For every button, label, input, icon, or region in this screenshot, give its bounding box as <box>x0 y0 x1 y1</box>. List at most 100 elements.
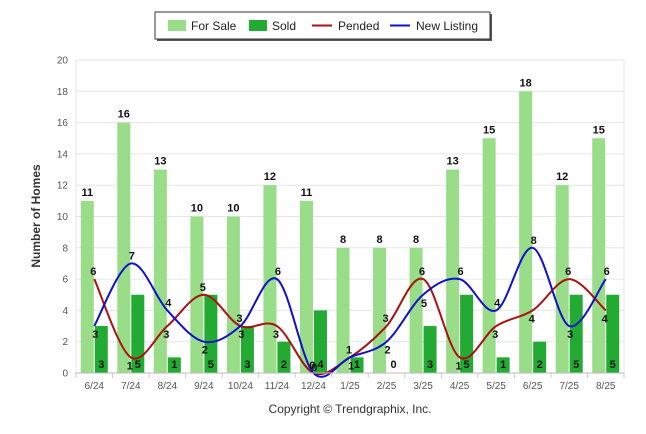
bar-label-sold: 2 <box>537 359 543 371</box>
grid <box>75 59 625 374</box>
bar-for-sale <box>482 138 496 373</box>
bar-for-sale <box>299 200 313 373</box>
x-tick-label: 8/25 <box>596 381 616 392</box>
line-label-new-listing: 1 <box>348 360 354 372</box>
x-tick-label: 7/25 <box>559 381 579 392</box>
line-label-pended: 1 <box>456 360 462 372</box>
lines <box>93 246 607 378</box>
bar-sold <box>240 326 254 373</box>
line-label-pended: 0 <box>309 360 315 372</box>
legend-label-for-sale: For Sale <box>191 19 237 33</box>
x-tick-label: 5/25 <box>486 381 506 392</box>
line-label-new-listing: 7 <box>129 250 135 262</box>
bar-for-sale <box>80 200 94 373</box>
bar-label-sold: 3 <box>244 359 250 371</box>
bar-label-for-sale: 11 <box>301 187 313 199</box>
bar-label-for-sale: 8 <box>376 234 382 246</box>
line-label-new-listing: 8 <box>531 235 537 247</box>
x-tick-label: 3/25 <box>413 381 433 392</box>
bar-label-sold: 5 <box>610 359 616 371</box>
bar-label-for-sale: 12 <box>556 171 568 183</box>
legend-label-pended: Pended <box>338 19 379 33</box>
y-tick-label: 10 <box>57 212 69 223</box>
bar-sold <box>606 294 620 373</box>
y-tick-label: 14 <box>57 149 69 160</box>
line-label-pended: 1 <box>127 360 133 372</box>
bar-for-sale <box>555 185 569 373</box>
line-label-new-listing: 2 <box>384 345 390 357</box>
bar-label-sold: 1 <box>171 359 177 371</box>
copyright: Copyright © Trendgraphix, Inc. <box>269 402 432 416</box>
line-label-pended: 1 <box>346 344 352 356</box>
bar-for-sale <box>336 247 350 373</box>
x-tick-label: 2/25 <box>377 381 397 392</box>
bar-sold <box>313 310 327 373</box>
bar-for-sale <box>592 138 606 373</box>
y-tick-label: 20 <box>57 56 69 67</box>
line-label-new-listing: 3 <box>92 329 98 341</box>
y-tick-label: 16 <box>57 118 69 129</box>
line-label-new-listing: 3 <box>567 329 573 341</box>
line-label-new-listing: 6 <box>458 266 464 278</box>
bar-sold <box>204 294 218 373</box>
bar-sold <box>277 341 291 373</box>
x-tick-label: 10/24 <box>228 381 253 392</box>
bar-label-for-sale: 16 <box>118 109 130 121</box>
bar-label-sold: 3 <box>427 359 433 371</box>
y-tick-label: 18 <box>57 87 69 98</box>
line-label-pended: 3 <box>492 329 498 341</box>
line-label-new-listing: 6 <box>604 266 610 278</box>
bars <box>80 91 620 374</box>
line-label-pended: 3 <box>273 329 279 341</box>
line-label-new-listing: 5 <box>421 298 427 310</box>
y-tick-label: 6 <box>62 275 68 286</box>
bar-for-sale <box>519 91 533 374</box>
bar-for-sale <box>226 216 240 373</box>
bar-sold <box>569 294 583 373</box>
bar-label-for-sale: 15 <box>483 124 495 136</box>
line-label-pended: 6 <box>565 266 571 278</box>
bar-label-sold: 4 <box>317 359 324 371</box>
line-label-pended: 4 <box>602 313 609 325</box>
x-tick-label: 9/24 <box>194 381 214 392</box>
x-tick-label: 6/24 <box>85 381 105 392</box>
bar-label-sold: 1 <box>500 359 506 371</box>
bar-for-sale <box>190 216 204 373</box>
bar-label-sold: 5 <box>135 359 141 371</box>
bar-label-sold: 0 <box>390 359 396 371</box>
bar-label-sold: 5 <box>573 359 579 371</box>
bar-label-for-sale: 13 <box>154 156 166 168</box>
bar-label-for-sale: 11 <box>81 187 93 199</box>
bar-label-for-sale: 10 <box>227 203 239 215</box>
y-axis-label: Number of Homes <box>29 164 43 268</box>
line-label-pended: 6 <box>90 266 96 278</box>
line-label-new-listing: 6 <box>275 266 281 278</box>
bar-label-sold: 3 <box>98 359 104 371</box>
bar-label-for-sale: 10 <box>191 203 203 215</box>
bar-label-for-sale: 13 <box>446 156 458 168</box>
line-label-pended: 4 <box>529 313 536 325</box>
bar-sold <box>533 341 547 373</box>
y-tick-label: 4 <box>62 306 68 317</box>
bar-label-for-sale: 8 <box>413 234 419 246</box>
bar-sold <box>423 326 437 373</box>
line-label-new-listing: 4 <box>165 297 172 309</box>
bar-label-sold: 1 <box>354 359 360 371</box>
legend-label-sold: Sold <box>272 19 296 33</box>
line-label-pended: 6 <box>419 266 425 278</box>
bar-for-sale <box>153 169 167 373</box>
line-label-pended: 3 <box>382 313 388 325</box>
bar-sold <box>460 294 474 373</box>
x-tick-label: 11/24 <box>265 381 290 392</box>
legend-swatch-for-sale <box>168 20 186 31</box>
x-tick-label: 1/25 <box>340 381 360 392</box>
bar-sold <box>94 326 108 373</box>
legend-label-new-listing: New Listing <box>416 19 478 33</box>
y-tick-label: 8 <box>62 243 68 254</box>
bar-for-sale <box>446 169 460 373</box>
x-tick-label: 7/24 <box>121 381 141 392</box>
line-label-pended: 3 <box>163 329 169 341</box>
